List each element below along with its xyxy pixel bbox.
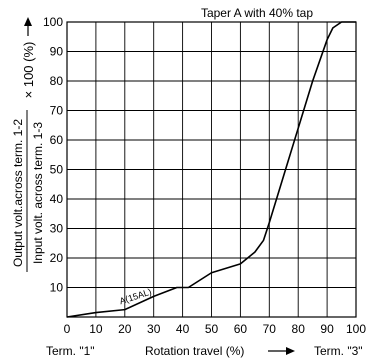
y-tick-label: 60 <box>50 133 64 147</box>
chart-grid <box>67 22 356 317</box>
x-tick-label: 90 <box>320 322 334 336</box>
y-tick-label: 40 <box>50 192 64 206</box>
chart-title: Taper A with 40% tap <box>201 6 313 20</box>
series-annotation-label: A(15AL) <box>118 287 153 307</box>
y-tick-label: 70 <box>50 104 64 118</box>
x-tick-label: 80 <box>292 322 306 336</box>
x-tick-label: 40 <box>176 322 190 336</box>
y-tick-label: 50 <box>50 163 64 177</box>
term-left-label: Term. "1" <box>46 344 95 358</box>
x-tick-label: 60 <box>234 322 248 336</box>
y-axis-label-multiplier: × 100 (%) <box>21 42 36 99</box>
y-tick-label: 80 <box>50 74 64 88</box>
y-axis-arrow-head <box>24 17 32 26</box>
x-tick-label: 50 <box>205 322 219 336</box>
y-tick-label: 10 <box>50 281 64 295</box>
x-tick-label: 10 <box>89 322 103 336</box>
x-tick-label: 0 <box>64 322 71 336</box>
x-axis-arrow-head <box>286 347 295 355</box>
y-axis-label-denominator: Input volt. across term. 1-3 <box>31 122 45 264</box>
x-tick-label: 30 <box>147 322 161 336</box>
plot-border <box>66 21 357 318</box>
plot-frame <box>66 21 357 318</box>
y-tick-label: 30 <box>50 222 64 236</box>
y-axis-label: Output volt.across term. 1-2 Input volt.… <box>11 17 45 272</box>
x-tick-label: 70 <box>263 322 277 336</box>
series-line <box>66 21 356 318</box>
y-tick-label: 90 <box>50 45 64 59</box>
series-layer <box>66 21 356 318</box>
tick-labels: 0 10 20 30 40 50 60 70 80 90 100 10 20 30 40 50 60 70 80 90… <box>43 15 366 336</box>
y-tick-label: 100 <box>43 15 63 29</box>
x-tick-label: 100 <box>346 322 366 336</box>
x-tick-label: 20 <box>118 322 132 336</box>
term-right-label: Term. "3" <box>314 344 363 358</box>
y-axis-label-numerator: Output volt.across term. 1-2 <box>11 119 25 267</box>
y-tick-label: 20 <box>50 251 64 265</box>
x-axis-label: Rotation travel (%) <box>145 344 244 358</box>
